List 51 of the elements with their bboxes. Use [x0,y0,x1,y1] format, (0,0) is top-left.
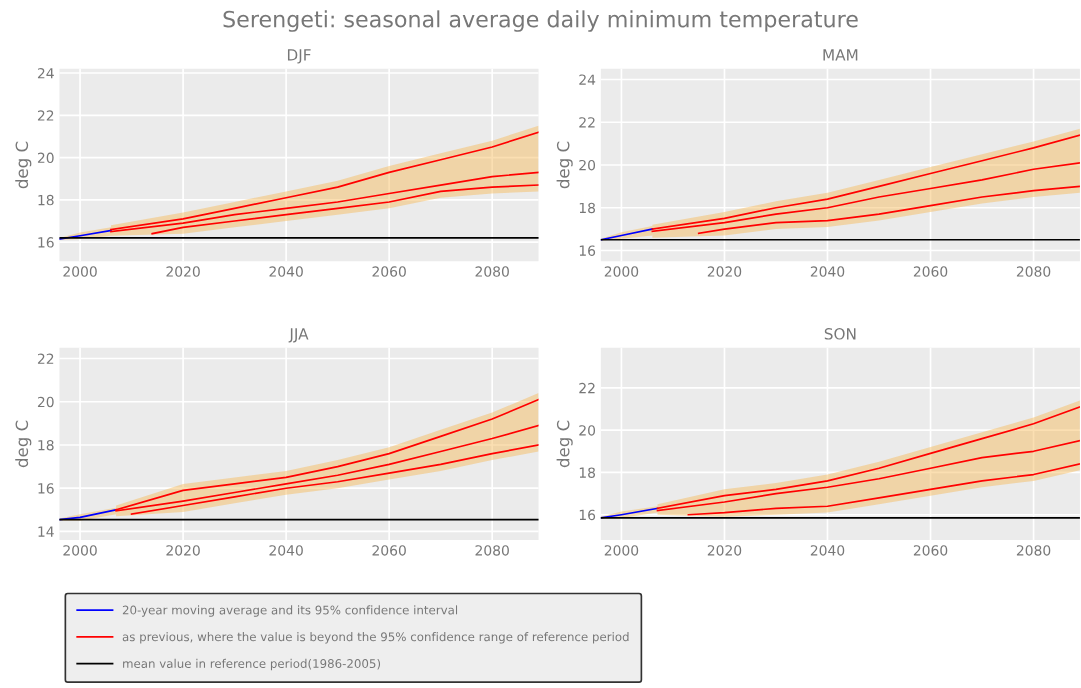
x-tick-label: 2020 [166,266,200,277]
x-tick-label: 2080 [475,545,509,556]
y-tick-label: 18 [579,467,596,478]
y-tick-label: 14 [38,526,54,537]
y-tick-label: 22 [37,110,54,121]
x-tick-label: 2080 [1016,266,1051,277]
x-tick-label: 2000 [63,545,97,556]
y-tick-label: 20 [579,159,596,171]
y-tick-label: 16 [579,509,596,521]
y-tick-label: 18 [579,202,596,214]
x-tick-label: 2000 [604,266,639,277]
chart-title: MAM [823,49,858,61]
x-tick-label: 2000 [63,266,97,277]
y-axis-title: deg C [15,420,32,468]
x-tick-label: 2040 [269,545,303,556]
x-tick-label: 2060 [372,545,406,556]
y-tick-label: 18 [38,194,54,206]
x-tick-label: 2000 [604,545,639,556]
chart-title: SON [824,328,856,340]
legend-label: 20-year moving average and its 95% confidence interval [122,605,458,617]
y-tick-label: 16 [38,483,54,494]
y-tick-label: 22 [579,382,595,394]
x-tick-label: 2060 [913,266,948,277]
x-tick-label: 2080 [1016,545,1051,556]
y-tick-label: 24 [37,68,54,79]
x-tick-label: 2080 [475,266,509,277]
legend-label: mean value in reference period(1986-2005) [123,658,381,671]
x-tick-label: 2040 [810,545,845,556]
y-tick-label: 16 [38,237,54,248]
x-tick-label: 2040 [810,266,845,277]
y-tick-label: 16 [579,245,596,256]
y-tick-label: 20 [37,396,54,408]
y-axis-title: deg C [556,420,573,468]
y-axis-title: deg C [15,141,32,189]
x-tick-label: 2020 [166,545,200,556]
chart-title: JJA [288,328,309,343]
y-tick-label: 18 [38,439,54,451]
x-tick-label: 2060 [372,266,406,277]
x-tick-label: 2020 [707,545,742,556]
y-tick-label: 22 [579,117,595,128]
y-tick-label: 20 [37,152,54,164]
x-tick-label: 2020 [707,266,742,277]
chart-title: DJF [287,49,311,64]
y-axis-title: deg C [556,141,573,189]
x-tick-label: 2040 [269,266,303,277]
y-tick-label: 24 [579,74,596,85]
legend-label: as previous, where the value is beyond the 95% confidence range of reference period [122,632,629,644]
x-tick-label: 2060 [913,545,948,556]
y-tick-label: 20 [579,425,596,436]
y-tick-label: 22 [37,353,54,364]
text: Serengeti: seasonal average daily minimum temperature [223,10,858,32]
